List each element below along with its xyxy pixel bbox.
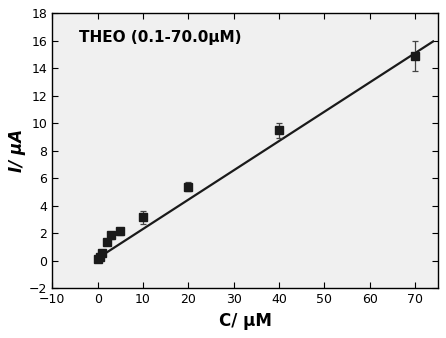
Text: THEO (0.1-70.0μM): THEO (0.1-70.0μM) xyxy=(79,30,242,45)
X-axis label: C/ μM: C/ μM xyxy=(219,312,272,330)
Y-axis label: I/ μA: I/ μA xyxy=(8,129,26,172)
